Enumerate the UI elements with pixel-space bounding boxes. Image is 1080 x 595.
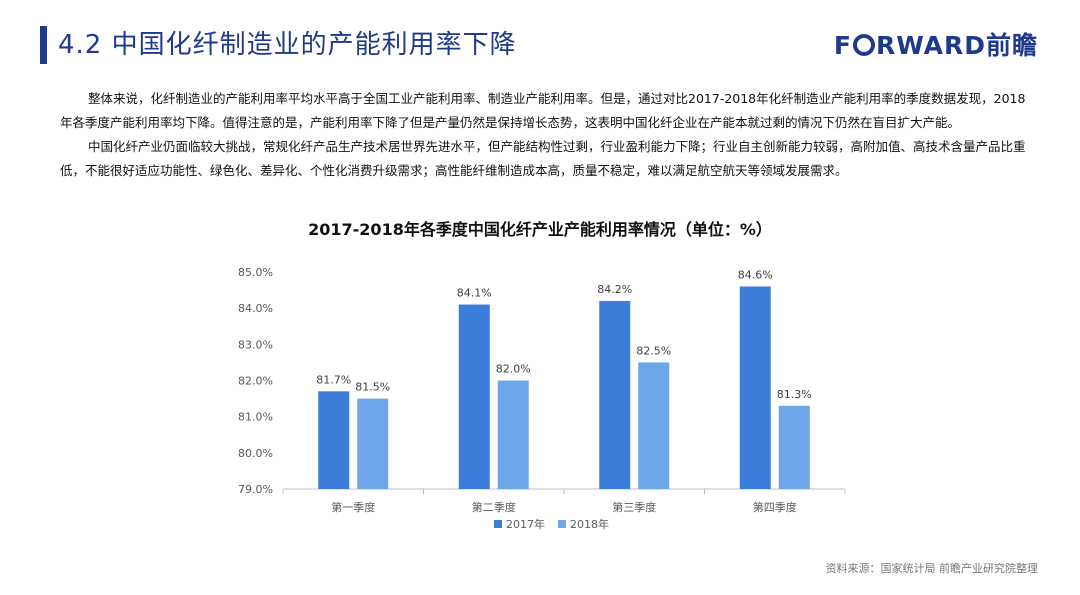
data-label: 82.5% (636, 344, 671, 357)
bar-2018 (778, 405, 810, 489)
bar-2017 (599, 300, 631, 489)
brand-circle-icon (852, 34, 875, 56)
x-category-label: 第三季度 (612, 500, 656, 514)
y-tick-label: 85.0% (238, 266, 273, 279)
data-label: 81.7% (316, 373, 351, 386)
legend-label: 2017年 (506, 517, 545, 531)
body-text: 整体来说，化纤制造业的产能利用率平均水平高于全国工业产能利用率、制造业产能利用率… (60, 87, 1036, 183)
y-tick-label: 81.0% (238, 411, 273, 424)
legend-label: 2018年 (570, 517, 609, 531)
data-label: 84.2% (597, 283, 632, 296)
data-label: 82.0% (496, 363, 531, 376)
y-tick-label: 83.0% (238, 338, 273, 351)
legend-swatch-2018 (558, 520, 566, 528)
bar-2018 (497, 380, 529, 489)
y-tick-label: 84.0% (238, 302, 273, 315)
bar-2017 (739, 286, 771, 489)
data-label: 84.1% (457, 287, 492, 300)
bar-2017 (458, 304, 490, 489)
source-note: 资料来源：国家统计局 前瞻产业研究院整理 (825, 562, 1039, 575)
brand-logo: F RWARD前瞻 (834, 30, 1038, 62)
x-category-label: 第四季度 (753, 500, 797, 514)
data-label: 81.5% (355, 381, 390, 394)
brand-text-post: RWARD前瞻 (875, 31, 1038, 60)
legend-swatch-2017 (494, 520, 502, 528)
bar-2018 (638, 362, 670, 489)
x-category-label: 第一季度 (331, 500, 375, 514)
data-label: 81.3% (777, 388, 812, 401)
title-accent-bar (40, 26, 47, 64)
brand-text-pre: F (833, 31, 852, 60)
bar-2017 (318, 391, 350, 489)
data-label: 84.6% (738, 268, 773, 281)
y-tick-label: 82.0% (238, 375, 273, 388)
paragraph-2: 中国化纤产业仍面临较大挑战，常规化纤产品生产技术居世界先进水平，但产能结构性过剩… (60, 139, 1026, 178)
bar-2018 (357, 398, 389, 489)
chart-title: 2017-2018年各季度中国化纤产业产能利用率情况（单位：%） (308, 220, 772, 239)
y-tick-label: 80.0% (238, 447, 273, 460)
paragraph-1: 整体来说，化纤制造业的产能利用率平均水平高于全国工业产能利用率、制造业产能利用率… (60, 91, 1026, 130)
x-category-label: 第二季度 (472, 500, 516, 514)
y-tick-label: 79.0% (238, 483, 273, 496)
page-title: 4.2 中国化纤制造业的产能利用率下降 (58, 30, 517, 60)
